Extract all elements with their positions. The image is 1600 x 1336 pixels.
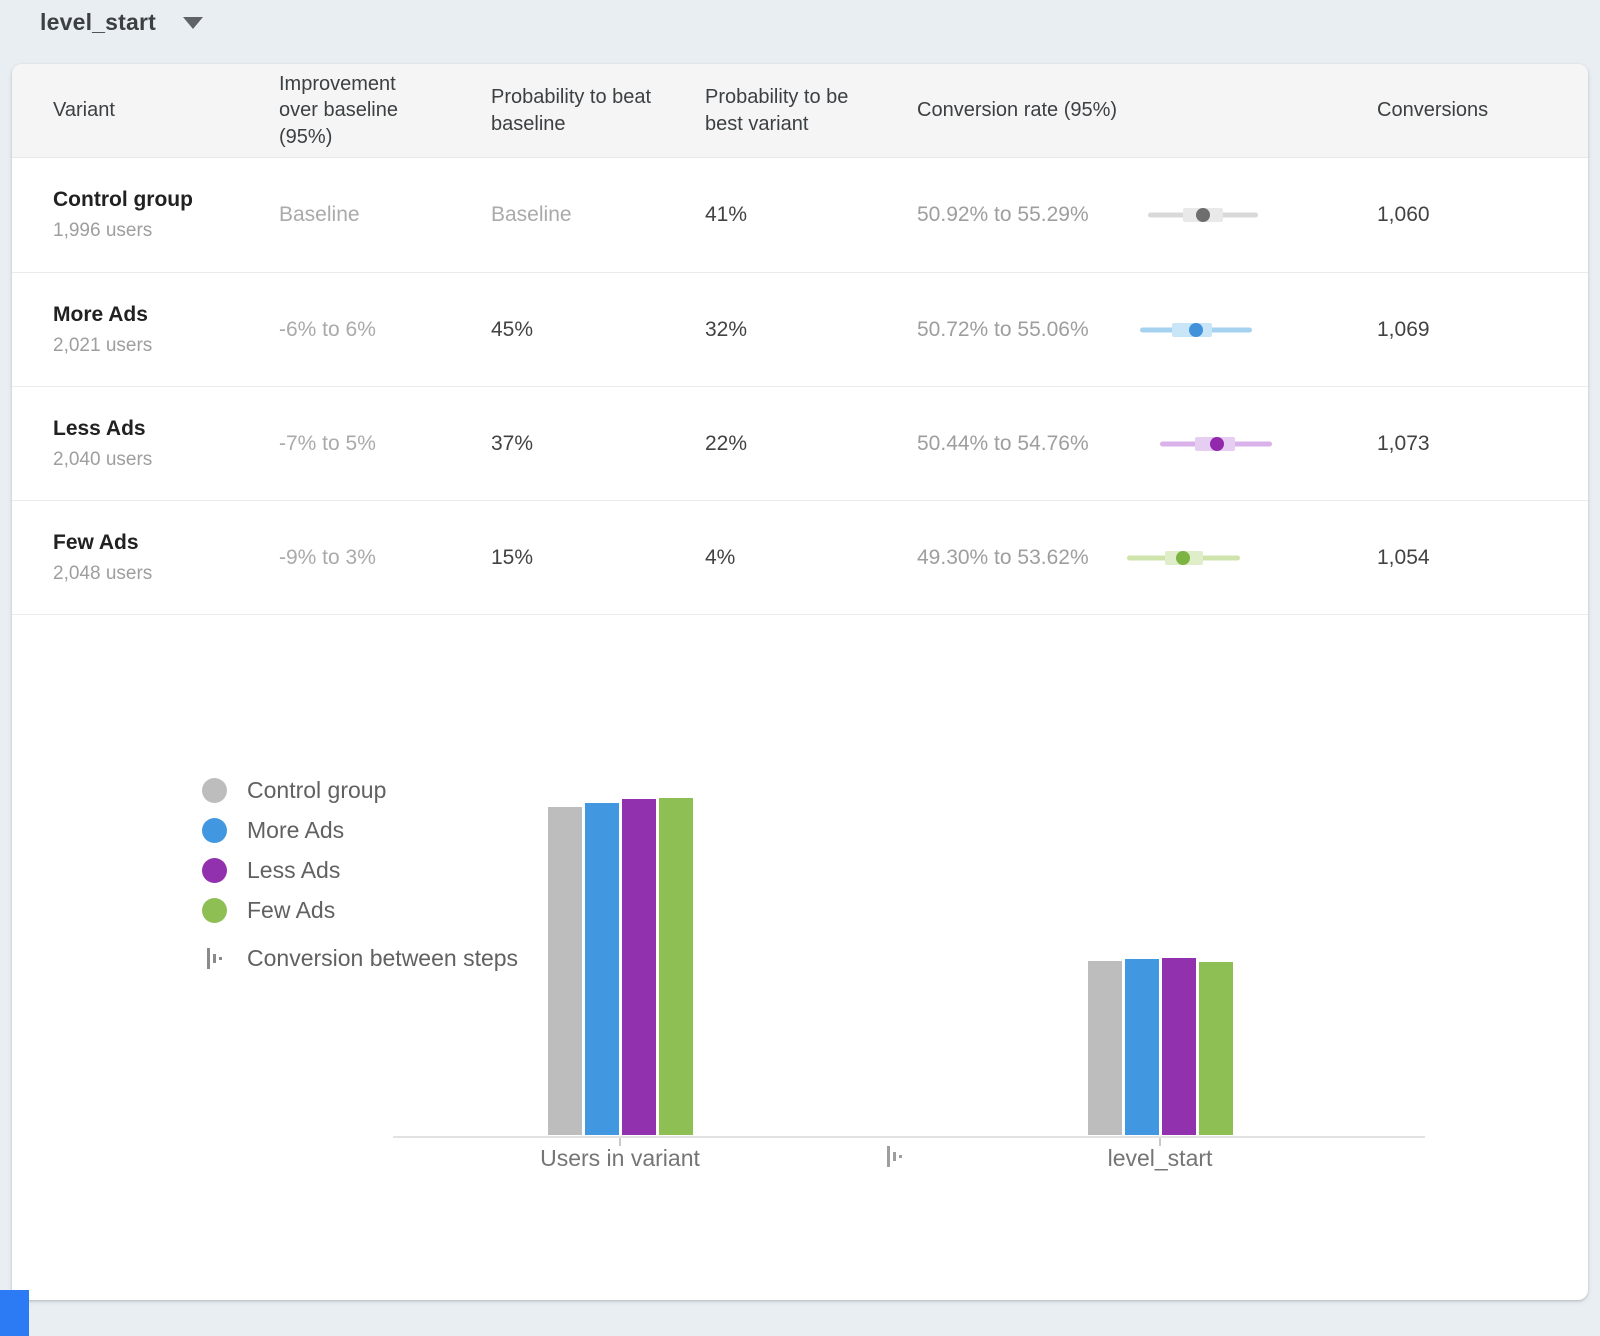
- cut-off-blue-element[interactable]: [0, 1290, 29, 1336]
- x-axis-label: Users in variant: [540, 1145, 700, 1171]
- ci-dot: [1176, 550, 1190, 565]
- prob-best-cell: 22%: [705, 431, 748, 455]
- column-header-improvement: Improvement over baseline (95%): [279, 72, 398, 148]
- conversions-cell: 1,069: [1377, 317, 1430, 341]
- bar-less-ads: [622, 799, 656, 1135]
- legend-item-conversion-steps: Conversion between steps: [202, 945, 518, 971]
- bar-more-ads: [1125, 959, 1159, 1135]
- legend-swatch-more-ads: [202, 818, 227, 843]
- prob-beat-cell: Baseline: [491, 203, 572, 226]
- conversion-steps-icon: [202, 948, 227, 969]
- confidence-interval-graphic: [1100, 317, 1290, 343]
- chevron-down-icon: [183, 16, 203, 29]
- bar-control-group: [1088, 961, 1122, 1135]
- x-axis-label: level_start: [1107, 1145, 1213, 1171]
- legend-swatch-control-group: [202, 778, 227, 803]
- improvement-cell: Baseline: [279, 203, 360, 226]
- variant-users: 2,048 users: [53, 562, 153, 584]
- ci-dot: [1210, 436, 1224, 451]
- improvement-cell: -7% to 5%: [279, 431, 376, 455]
- conversion-rate-cell: 49.30% to 53.62%: [917, 545, 1089, 569]
- legend-item: Control group: [202, 777, 518, 803]
- improvement-cell: -9% to 3%: [279, 545, 376, 569]
- legend-item: More Ads: [202, 817, 518, 843]
- ci-dot: [1189, 322, 1203, 337]
- conversion-steps-icon: [887, 1146, 902, 1167]
- prob-beat-cell: 15%: [491, 545, 534, 569]
- table-row: Few Ads 2,048 users -9% to 3% 15% 4% 49.…: [12, 500, 1588, 614]
- confidence-interval-graphic: [1100, 545, 1290, 571]
- table-row: Less Ads 2,040 users -7% to 5% 37% 22% 5…: [12, 386, 1588, 500]
- prob-beat-cell: 45%: [491, 317, 534, 341]
- prob-best-cell: 41%: [705, 203, 748, 226]
- table-header: Variant Improvement over baseline (95%) …: [12, 64, 1588, 158]
- conversions-cell: 1,073: [1377, 431, 1430, 455]
- confidence-interval-graphic: [1100, 431, 1290, 457]
- prob-best-cell: 32%: [705, 317, 748, 341]
- legend-swatch-less-ads: [202, 858, 227, 883]
- variant-name: Control group: [53, 188, 193, 211]
- conversions-cell: 1,054: [1377, 545, 1430, 569]
- variant-name: More Ads: [53, 302, 148, 326]
- column-header-conversion-rate: Conversion rate (95%): [917, 99, 1118, 122]
- bar-control-group: [548, 807, 582, 1135]
- confidence-interval-graphic: [1100, 202, 1290, 228]
- variant-users: 2,021 users: [53, 334, 153, 356]
- prob-best-cell: 4%: [705, 545, 736, 569]
- improvement-cell: -6% to 6%: [279, 317, 376, 341]
- variant-users: 2,040 users: [53, 448, 153, 470]
- legend-swatch-few-ads: [202, 898, 227, 923]
- axis-tick: [619, 1138, 621, 1146]
- ci-dot: [1196, 208, 1210, 222]
- bar-few-ads: [659, 798, 693, 1135]
- legend-item: Few Ads: [202, 897, 518, 923]
- column-header-conversions: Conversions: [1377, 99, 1489, 122]
- metric-selector-label: level_start: [40, 9, 156, 35]
- bar-more-ads: [585, 803, 619, 1135]
- results-card: Variant Improvement over baseline (95%) …: [12, 64, 1588, 1300]
- legend-item: Less Ads: [202, 857, 518, 883]
- bar-group-level-start: [1088, 958, 1233, 1135]
- variant-users: 1,996 users: [53, 220, 153, 241]
- variant-name: Less Ads: [53, 416, 146, 440]
- variant-name: Few Ads: [53, 530, 139, 554]
- table-row: More Ads 2,021 users -6% to 6% 45% 32% 5…: [12, 272, 1588, 386]
- column-header-prob-best: Probability to be best variant: [705, 86, 849, 135]
- conversion-rate-cell: 50.72% to 55.06%: [917, 317, 1089, 341]
- metric-selector-dropdown[interactable]: level_start: [40, 9, 203, 36]
- column-header-prob-beat: Probability to beat baseline: [491, 86, 652, 135]
- funnel-chart: Control group More Ads Less Ads Few Ads …: [12, 614, 1588, 1300]
- chart-legend: Control group More Ads Less Ads Few Ads …: [202, 777, 518, 986]
- table-row: Control group 1,996 users Baseline Basel…: [12, 158, 1588, 272]
- x-axis-line: [393, 1136, 1425, 1138]
- column-header-variant: Variant: [53, 99, 115, 122]
- bar-few-ads: [1199, 962, 1233, 1135]
- prob-beat-cell: 37%: [491, 431, 534, 455]
- conversions-cell: 1,060: [1377, 203, 1430, 226]
- conversion-rate-cell: 50.92% to 55.29%: [917, 203, 1089, 226]
- bar-group-users-in-variant: [548, 798, 693, 1135]
- axis-tick: [1159, 1138, 1161, 1146]
- conversion-rate-cell: 50.44% to 54.76%: [917, 431, 1089, 455]
- bar-less-ads: [1162, 958, 1196, 1135]
